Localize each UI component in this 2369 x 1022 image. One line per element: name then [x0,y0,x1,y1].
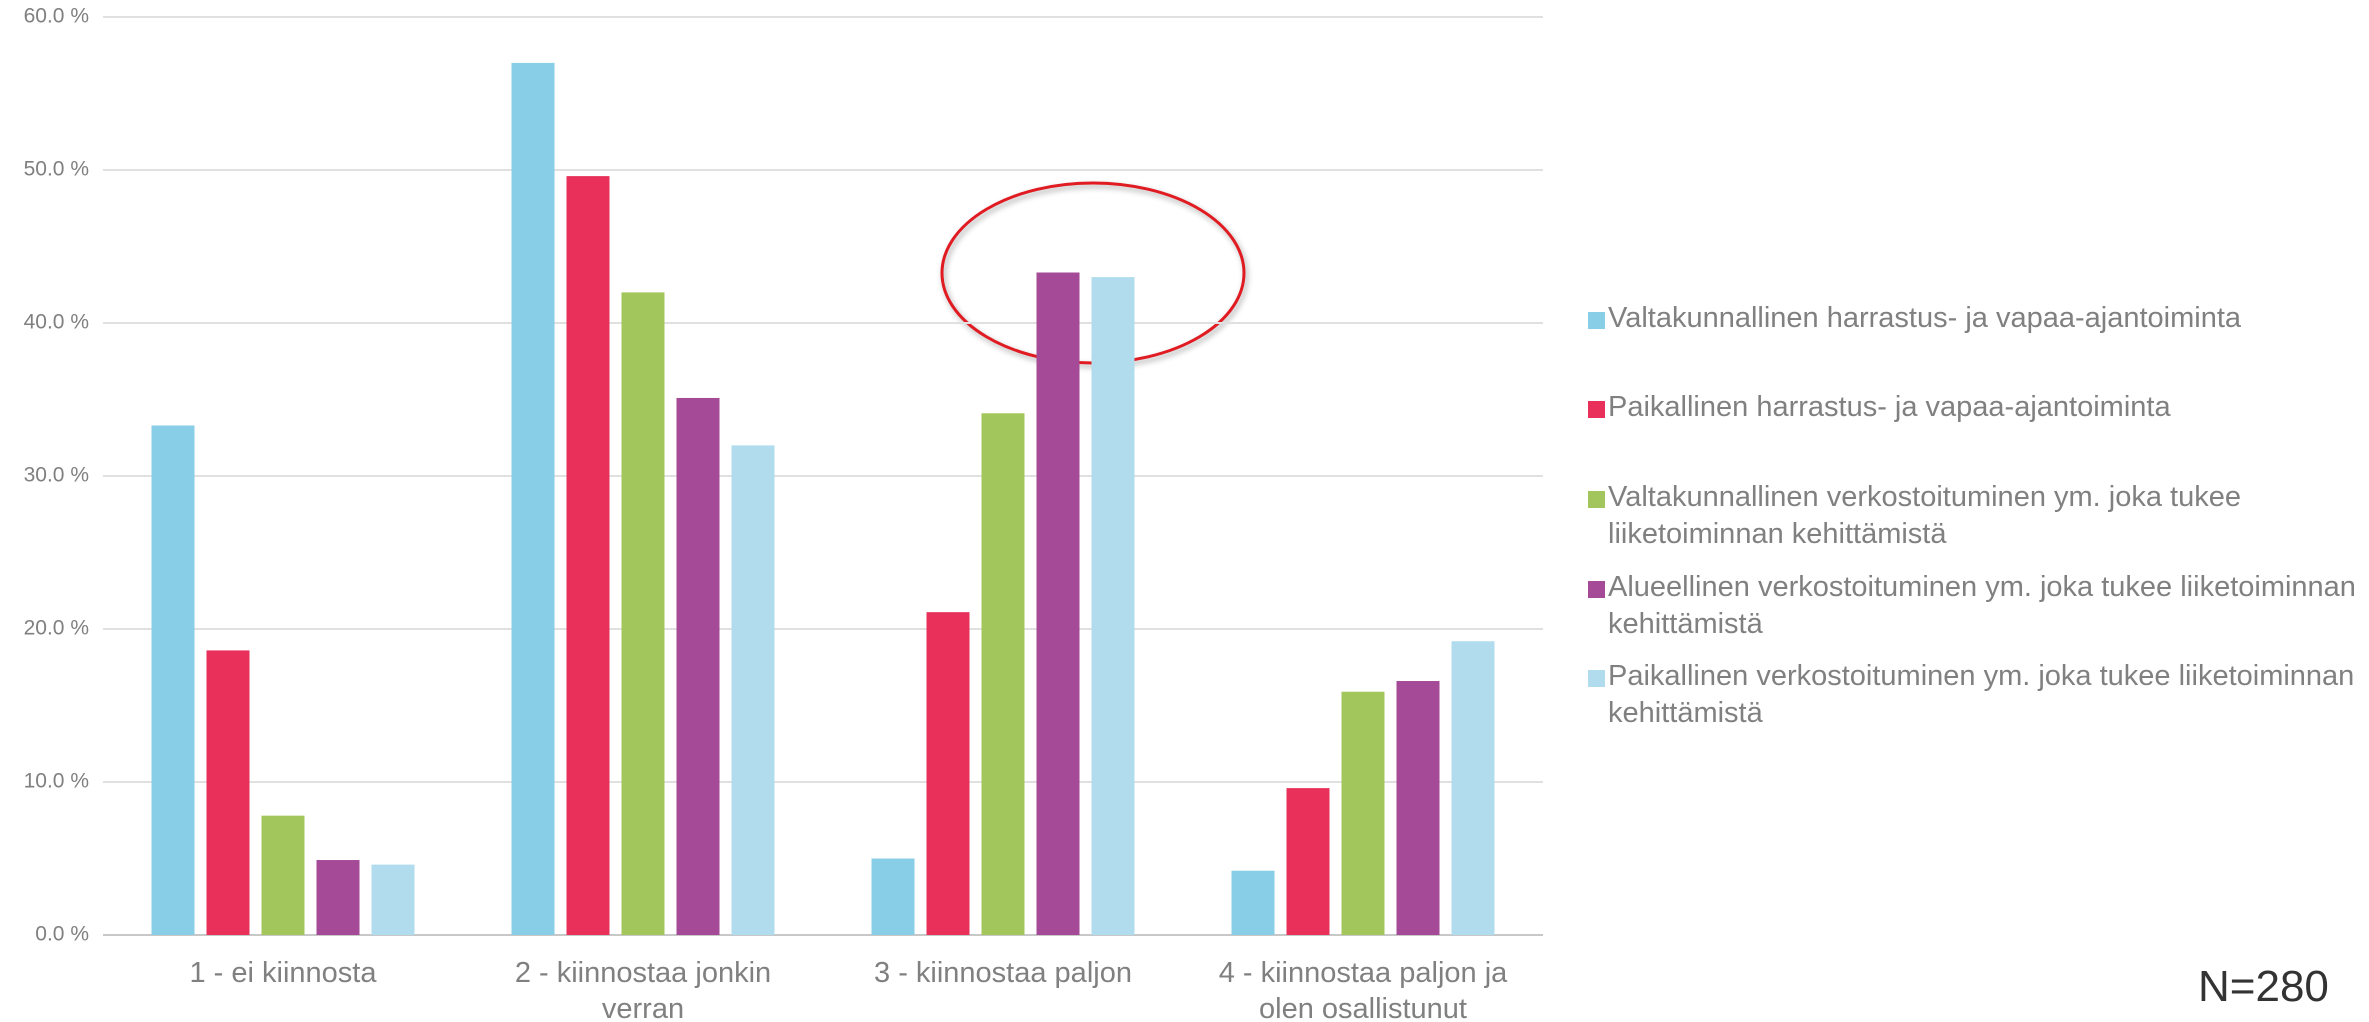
bar [676,397,720,936]
legend-label: Paikallinen verkostoituminen ym. joka tu… [1608,660,2355,729]
bar [981,413,1025,935]
bar [1451,641,1495,935]
bar [621,292,665,935]
bar [151,425,195,935]
legend-label: Valtakunnallinen verkostoituminen ym. jo… [1608,481,2241,550]
legend-swatch [1588,581,1605,598]
x-tick-label: 1 - ei kiinnosta [189,957,377,989]
bar [1036,272,1080,935]
legend-swatch [1588,401,1605,418]
bar [1231,870,1275,935]
y-tick-label: 50.0 % [24,158,89,181]
bar [731,445,775,935]
y-tick-label: 30.0 % [24,464,89,487]
y-tick-label: 10.0 % [24,770,89,793]
annotation: N=280 [2198,962,2329,1011]
y-tick-label: 0.0 % [35,923,89,946]
y-tick-label: 40.0 % [24,311,89,334]
y-tick-label: 60.0 % [24,5,89,28]
bar [1091,277,1135,936]
legend-label: Alueellinen verkostoituminen ym. joka tu… [1608,571,2356,640]
x-tick-label: 4 - kiinnostaa paljon ja olen osallistun… [1218,957,1508,1022]
legend-swatch [1588,670,1605,687]
legend-label: Valtakunnallinen harrastus- ja vapaa-aja… [1608,302,2242,334]
bar [1396,681,1440,935]
bar [206,650,250,935]
bar [926,612,970,935]
x-tick-label: 2 - kiinnostaa jonkin verran [514,957,772,1022]
legend-swatch [1588,312,1605,329]
bar [371,864,415,935]
bar [871,858,915,935]
bar [1341,691,1385,935]
bar [261,815,305,935]
bar [1286,788,1330,935]
legend-swatch [1588,491,1605,508]
y-tick-label: 20.0 % [24,617,89,640]
legend-label: Paikallinen harrastus- ja vapaa-ajantoim… [1608,391,2171,423]
bar [316,860,360,935]
bar [566,176,610,935]
bar [511,62,555,935]
x-tick-label: 3 - kiinnostaa paljon [874,957,1132,989]
